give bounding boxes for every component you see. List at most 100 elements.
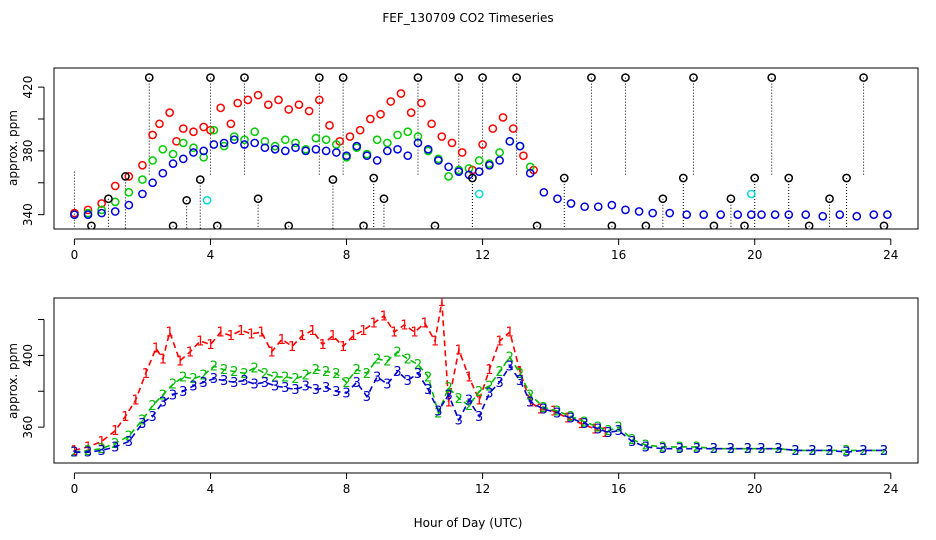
bottom-series-line-3 bbox=[74, 364, 884, 454]
bottom-point-marker-1: 1 bbox=[400, 318, 408, 333]
bottom-point-marker-3: 3 bbox=[581, 417, 589, 432]
top-point-series-2 bbox=[770, 210, 780, 220]
bottom-point-marker-3: 3 bbox=[138, 417, 146, 432]
bottom-point-marker-2: 2 bbox=[757, 442, 765, 457]
top-x-tick-label: 20 bbox=[747, 248, 762, 262]
bottom-point-marker-1: 1 bbox=[410, 326, 418, 341]
bottom-point-marker-2: 2 bbox=[220, 363, 228, 378]
top-point-series-0 bbox=[478, 140, 487, 149]
top-point-series-2 bbox=[699, 210, 709, 220]
top-point-series-0 bbox=[138, 160, 147, 170]
top-point-series-1 bbox=[168, 149, 178, 159]
bottom-point-marker-2: 2 bbox=[710, 442, 718, 457]
bottom-point-marker-3: 3 bbox=[271, 379, 279, 394]
top-point-series-1 bbox=[240, 135, 249, 145]
bottom-point-marker-3: 3 bbox=[291, 383, 299, 398]
top-point-series-2 bbox=[665, 208, 675, 218]
bottom-point-marker-3: 3 bbox=[475, 410, 483, 425]
top-x-tick-label: 4 bbox=[207, 248, 215, 262]
bottom-point-marker-2: 2 bbox=[808, 444, 816, 459]
top-point-series-1 bbox=[372, 135, 382, 145]
top-point-series-2 bbox=[138, 189, 147, 199]
bottom-point-marker-2: 2 bbox=[516, 367, 524, 382]
bottom-point-marker-2: 2 bbox=[189, 372, 197, 387]
top-x-tick-label: 8 bbox=[343, 248, 351, 262]
top-point-series-1 bbox=[178, 138, 188, 148]
top-point-series-2 bbox=[835, 210, 845, 220]
bottom-point-marker-3: 3 bbox=[727, 442, 735, 457]
top-point-series-0 bbox=[233, 98, 243, 108]
bottom-point-marker-3: 3 bbox=[495, 376, 503, 391]
top-point-series-4 bbox=[454, 73, 464, 82]
top-point-series-0 bbox=[189, 127, 198, 137]
top-point-series-2 bbox=[189, 148, 198, 157]
bottom-point-marker-1: 1 bbox=[601, 426, 609, 441]
top-point-series-1 bbox=[138, 175, 147, 184]
top-point-series-4 bbox=[587, 73, 596, 82]
top-point-series-4 bbox=[369, 173, 379, 183]
top-point-series-2 bbox=[423, 144, 433, 154]
bottom-point-marker-2: 2 bbox=[240, 367, 248, 382]
top-point-series-2 bbox=[746, 210, 756, 220]
top-point-series-2 bbox=[393, 144, 402, 154]
bottom-point-marker-2: 2 bbox=[642, 439, 650, 454]
bottom-point-marker-3: 3 bbox=[342, 387, 350, 402]
top-point-series-0 bbox=[199, 122, 209, 132]
bottom-point-marker-1: 1 bbox=[349, 329, 357, 344]
top-point-series-2 bbox=[485, 160, 494, 170]
top-point-series-4 bbox=[784, 173, 794, 183]
top-point-series-0 bbox=[155, 119, 164, 129]
top-point-series-4 bbox=[804, 221, 814, 229]
top-point-series-1 bbox=[110, 197, 120, 207]
top-point-series-0 bbox=[294, 100, 304, 110]
top-point-series-1 bbox=[270, 141, 280, 151]
bottom-point-marker-2: 2 bbox=[604, 424, 612, 439]
top-point-series-1 bbox=[291, 138, 300, 148]
top-point-series-0 bbox=[124, 172, 134, 181]
top-point-series-2 bbox=[219, 138, 229, 148]
top-point-series-2 bbox=[553, 194, 562, 204]
bottom-point-marker-2: 2 bbox=[373, 352, 381, 367]
bottom-point-marker-2: 2 bbox=[567, 410, 575, 425]
top-point-series-0 bbox=[284, 105, 294, 114]
bottom-point-marker-2: 2 bbox=[251, 361, 259, 376]
bottom-y-tick-label: 400 bbox=[21, 344, 35, 367]
top-point-series-4 bbox=[284, 221, 294, 229]
top-point-series-2 bbox=[539, 187, 549, 197]
bottom-point-marker-3: 3 bbox=[859, 444, 867, 459]
bottom-point-marker-2: 2 bbox=[149, 399, 157, 414]
bottom-point-marker-1: 1 bbox=[159, 352, 167, 367]
bottom-point-marker-1: 1 bbox=[516, 365, 524, 380]
top-point-series-1 bbox=[199, 152, 209, 162]
top-point-series-0 bbox=[508, 124, 518, 133]
bottom-point-marker-2: 2 bbox=[322, 365, 330, 380]
top-point-series-2 bbox=[593, 202, 603, 212]
top-point-series-2 bbox=[383, 146, 392, 156]
top-point-series-1 bbox=[331, 140, 341, 149]
bottom-x-tick-label: 24 bbox=[883, 482, 898, 496]
top-point-series-2 bbox=[525, 168, 535, 178]
top-point-series-4 bbox=[658, 194, 668, 204]
top-point-series-2 bbox=[209, 140, 219, 149]
bottom-y-tick-label: 360 bbox=[21, 416, 35, 439]
bottom-point-marker-2: 2 bbox=[774, 442, 782, 457]
top-x-tick-label: 0 bbox=[71, 248, 79, 262]
top-point-series-4 bbox=[740, 221, 749, 229]
top-point-series-2 bbox=[883, 210, 892, 220]
bottom-point-marker-1: 1 bbox=[237, 324, 245, 339]
bottom-point-marker-1: 1 bbox=[268, 345, 276, 360]
top-point-series-4 bbox=[478, 73, 487, 82]
bottom-point-marker-1: 1 bbox=[550, 404, 558, 419]
bottom-point-marker-3: 3 bbox=[615, 424, 623, 439]
top-x-tick-label: 16 bbox=[611, 248, 626, 262]
bottom-point-marker-2: 2 bbox=[125, 430, 133, 445]
bottom-x-tick-label: 8 bbox=[343, 482, 351, 496]
bottom-point-marker-1: 1 bbox=[370, 317, 378, 332]
top-point-series-2 bbox=[158, 168, 168, 178]
bottom-point-marker-2: 2 bbox=[179, 370, 187, 385]
bottom-point-marker-1: 1 bbox=[298, 329, 306, 344]
bottom-point-marker-3: 3 bbox=[774, 442, 782, 457]
